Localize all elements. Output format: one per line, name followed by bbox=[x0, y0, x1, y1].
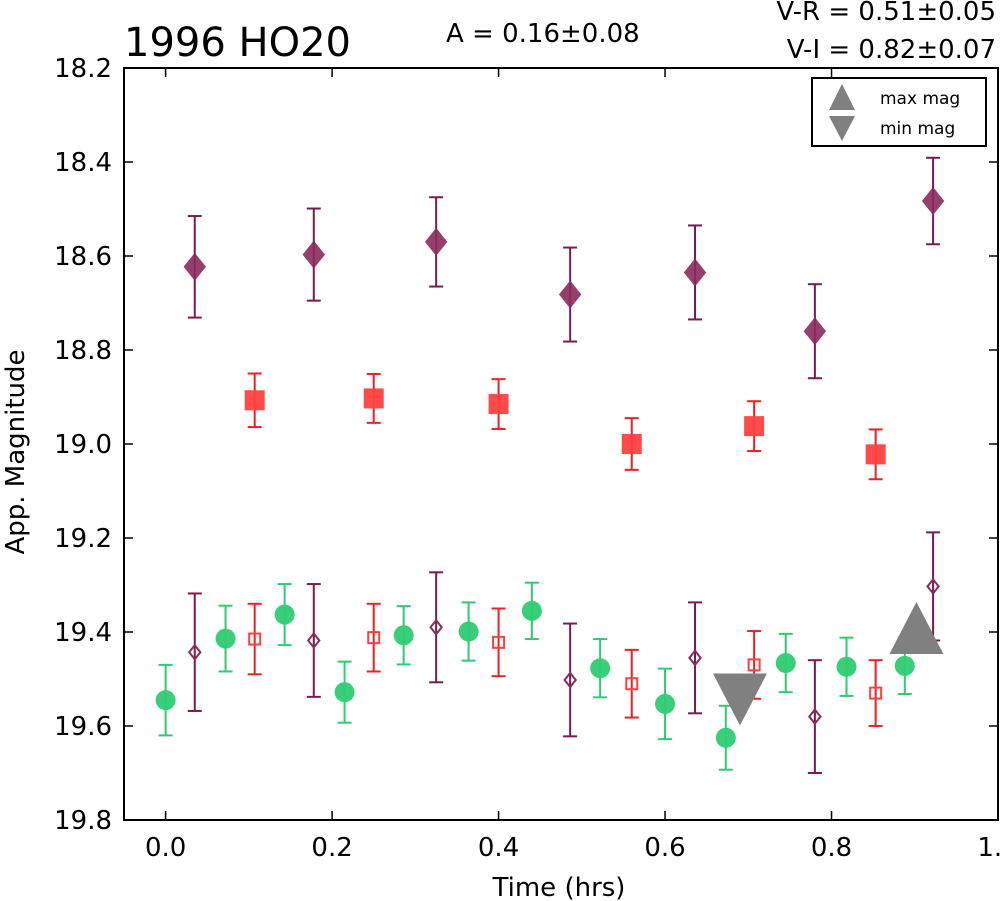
data-point bbox=[894, 655, 915, 676]
data-point bbox=[521, 600, 542, 621]
data-point bbox=[334, 682, 355, 703]
data-point bbox=[655, 693, 676, 714]
data-point bbox=[558, 280, 582, 309]
series-2 bbox=[155, 581, 915, 771]
v-i-annotation: V-I = 0.82±0.07 bbox=[787, 35, 996, 65]
axis-ticks: 0.0 0.2 0.4 0.6 0.8 1.0 18.2 18.4 18.6 18.8 19.0 19… bbox=[54, 54, 1000, 863]
y-axis-label: App. Magnitude bbox=[1, 349, 31, 554]
series-1 bbox=[244, 372, 886, 481]
legend: max mag min mag bbox=[811, 77, 987, 147]
y-tick-label: 19.8 bbox=[54, 806, 112, 836]
data-point bbox=[488, 394, 509, 415]
legend-max-mag-marker bbox=[829, 84, 855, 110]
y-tick-label: 18.8 bbox=[54, 336, 112, 366]
x-tick-label: 0.0 bbox=[145, 833, 186, 863]
data-point bbox=[187, 643, 202, 661]
data-point bbox=[775, 653, 796, 674]
min-mag-marker bbox=[712, 673, 767, 726]
data-point bbox=[807, 707, 822, 726]
data-point bbox=[363, 388, 384, 409]
data-point bbox=[921, 187, 945, 216]
data-point bbox=[306, 631, 321, 650]
legend-max-mag-label: max mag bbox=[880, 89, 960, 109]
data-point bbox=[215, 628, 236, 649]
data-point bbox=[429, 618, 444, 636]
data-point bbox=[621, 434, 642, 454]
data-point bbox=[715, 727, 736, 748]
data-point bbox=[865, 444, 886, 465]
data-point bbox=[747, 658, 761, 672]
data-point bbox=[302, 240, 325, 269]
y-tick-label: 18.6 bbox=[54, 242, 112, 272]
data-point bbox=[744, 416, 765, 437]
y-tick-label: 19.0 bbox=[54, 430, 112, 460]
data-point bbox=[393, 625, 414, 646]
data-point bbox=[688, 649, 702, 667]
data-point bbox=[590, 658, 611, 679]
y-tick-label: 19.2 bbox=[54, 524, 112, 554]
legend-min-mag-marker bbox=[829, 116, 855, 141]
y-tick-label: 18.4 bbox=[54, 148, 112, 178]
amplitude-annotation: A = 0.16±0.08 bbox=[446, 19, 640, 49]
data-point bbox=[274, 604, 295, 625]
data-point bbox=[836, 656, 857, 677]
chart-title: 1996 HO20 bbox=[124, 20, 351, 66]
data-point bbox=[492, 635, 506, 649]
plot-frame bbox=[123, 67, 999, 821]
data-point bbox=[683, 258, 707, 287]
data-point bbox=[803, 317, 827, 346]
y-tick-label: 19.4 bbox=[54, 618, 112, 648]
y-tick-label: 19.6 bbox=[54, 712, 112, 742]
data-point bbox=[155, 690, 176, 711]
data-point bbox=[424, 227, 448, 256]
x-tick-label: 0.8 bbox=[811, 833, 852, 863]
data-point bbox=[926, 577, 940, 596]
x-tick-label: 0.6 bbox=[644, 833, 685, 863]
legend-min-mag-label: min mag bbox=[880, 119, 955, 139]
data-point bbox=[458, 621, 479, 642]
v-r-annotation: V-R = 0.51±0.05 bbox=[776, 0, 996, 27]
y-tick-label: 18.2 bbox=[54, 54, 112, 84]
data-point bbox=[625, 677, 639, 691]
x-tick-label: 0.4 bbox=[478, 833, 519, 863]
data-point bbox=[183, 252, 206, 281]
series-4 bbox=[187, 531, 941, 774]
data-point bbox=[869, 686, 883, 700]
x-tick-label: 0.2 bbox=[311, 833, 352, 863]
data-point bbox=[248, 632, 262, 646]
x-axis-label: Time (hrs) bbox=[492, 873, 626, 901]
x-tick-label: 1.0 bbox=[977, 833, 1000, 863]
data-point bbox=[244, 390, 265, 411]
data-point bbox=[367, 631, 381, 645]
data-marks bbox=[155, 156, 945, 774]
series-0 bbox=[183, 156, 945, 380]
data-point bbox=[563, 671, 578, 689]
max-mag-marker bbox=[889, 602, 944, 654]
series-3 bbox=[247, 602, 883, 727]
